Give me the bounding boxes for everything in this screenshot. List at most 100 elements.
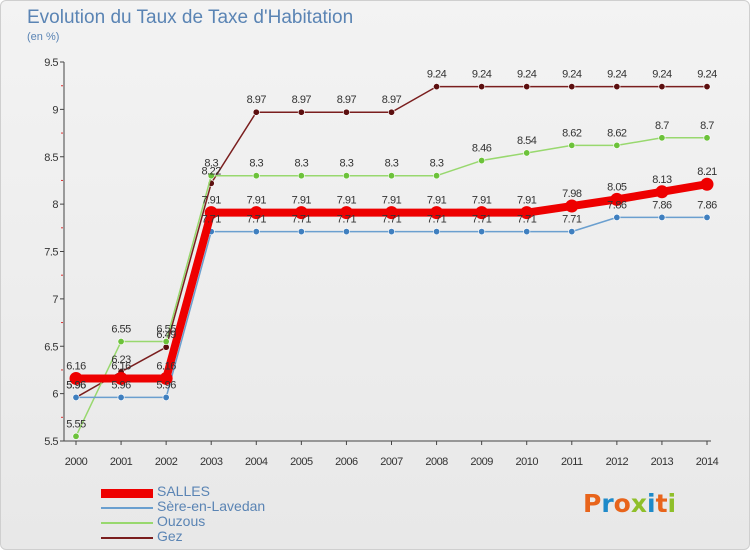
y-tick-label: 8: [52, 199, 58, 211]
logo-letter: i: [667, 489, 677, 518]
x-tick-label: 2014: [696, 456, 719, 468]
data-point: [387, 172, 395, 180]
data-label: 8.3: [204, 158, 218, 170]
data-label: 9.24: [607, 69, 627, 81]
legend-label: Gez: [157, 528, 183, 544]
x-tick-label: 2009: [470, 456, 493, 468]
x-tick-label: 2010: [515, 456, 538, 468]
data-label: 8.97: [292, 94, 312, 106]
data-label: 8.3: [340, 158, 354, 170]
data-point: [568, 228, 576, 236]
data-label: 8.62: [562, 127, 582, 139]
chart-subtitle: (en %): [27, 31, 60, 43]
data-point: [297, 172, 305, 180]
data-label: 9.24: [652, 69, 672, 81]
data-label: 8.97: [337, 94, 357, 106]
logo-letter: x: [630, 489, 647, 518]
data-label: 7.71: [472, 214, 492, 226]
data-point: [613, 141, 621, 149]
chart-title: Evolution du Taux de Taxe d'Habitation: [27, 7, 354, 28]
proxiti-logo: Proxiti: [583, 489, 676, 518]
logo-letter: r: [601, 489, 614, 518]
x-tick-label: 2011: [561, 456, 583, 468]
data-point: [252, 108, 260, 116]
data-label: 6.55: [111, 324, 131, 336]
legend-swatch: [101, 507, 153, 509]
data-label: 8.46: [472, 143, 492, 155]
data-point: [294, 206, 308, 220]
data-point: [700, 177, 714, 191]
data-point: [117, 393, 125, 401]
data-label: 5.96: [111, 379, 131, 391]
x-tick-label: 2012: [606, 456, 629, 468]
y-tick-label: 6.5: [44, 341, 58, 353]
data-label: 8.3: [385, 158, 399, 170]
data-point: [339, 206, 353, 220]
data-point: [249, 206, 263, 220]
data-label: 7.71: [337, 214, 357, 226]
data-point: [430, 206, 444, 220]
y-tick-label: 8.5: [44, 152, 58, 164]
data-point: [610, 192, 624, 206]
data-label: 8.3: [249, 158, 263, 170]
data-point: [520, 206, 534, 220]
series-ouzous: [72, 134, 711, 440]
data-point: [387, 228, 395, 236]
x-tick-label: 2001: [110, 456, 133, 468]
data-labels: 5.96 6.23 6.49 8.22 8.97 8.97 8.97 8.97 9.24 9.24…: [66, 69, 717, 431]
data-label: 7.71: [427, 214, 447, 226]
data-point: [523, 149, 531, 157]
logo-letter: i: [647, 489, 656, 518]
data-point: [162, 338, 170, 346]
series-s-re-en-lavedan: [72, 213, 711, 401]
data-point: [613, 83, 621, 91]
data-point: [658, 134, 666, 142]
data-label: 6.23: [111, 354, 131, 366]
data-point: [703, 83, 711, 91]
data-point: [162, 393, 170, 401]
x-tick-label: 2002: [155, 456, 178, 468]
data-label: 7.91: [382, 195, 402, 207]
legend-label: Sère-en-Lavedan: [157, 498, 266, 514]
data-label: 7.91: [517, 195, 537, 207]
data-point: [523, 228, 531, 236]
data-point: [655, 185, 669, 199]
data-point: [72, 432, 80, 440]
data-point: [387, 108, 395, 116]
data-point: [252, 228, 260, 236]
data-point: [204, 206, 218, 220]
data-label: 6.16: [156, 360, 176, 372]
data-point: [568, 141, 576, 149]
data-point: [703, 134, 711, 142]
data-label: 7.91: [202, 195, 222, 207]
data-label: 7.71: [382, 214, 402, 226]
data-point: [342, 108, 350, 116]
data-point: [433, 172, 441, 180]
data-label: 7.91: [247, 195, 267, 207]
data-point: [117, 338, 125, 346]
data-point: [658, 213, 666, 221]
data-point: [159, 371, 173, 385]
y-tick-label: 5.5: [44, 436, 58, 448]
legend-swatch: [101, 489, 153, 498]
data-label: 9.24: [427, 69, 447, 81]
data-label: 8.22: [202, 165, 222, 177]
legend-label: Ouzous: [157, 513, 206, 529]
data-label: 7.71: [247, 214, 267, 226]
data-point: [114, 371, 128, 385]
data-label: 7.71: [202, 214, 222, 226]
data-label: 6.16: [111, 360, 131, 372]
data-point: [297, 108, 305, 116]
data-label: 8.21: [697, 166, 717, 178]
data-label: 8.97: [382, 94, 402, 106]
logo-letter: o: [613, 489, 631, 518]
data-label: 8.13: [652, 174, 672, 186]
data-point: [433, 228, 441, 236]
data-label: 6.55: [156, 324, 176, 336]
x-tick-label: 2003: [200, 456, 223, 468]
data-point: [703, 213, 711, 221]
data-point: [565, 199, 579, 213]
data-label: 8.54: [517, 135, 537, 147]
